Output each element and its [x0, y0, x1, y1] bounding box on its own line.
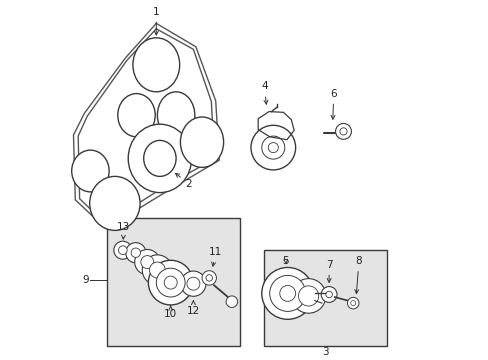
Ellipse shape: [89, 176, 140, 230]
Circle shape: [261, 136, 284, 159]
Circle shape: [164, 276, 177, 289]
Circle shape: [205, 275, 212, 281]
Text: 5: 5: [282, 256, 288, 266]
Circle shape: [148, 260, 193, 305]
Text: 3: 3: [322, 347, 328, 357]
Circle shape: [347, 297, 358, 309]
Text: 4: 4: [261, 81, 267, 104]
Ellipse shape: [128, 124, 191, 193]
Ellipse shape: [133, 38, 179, 92]
Circle shape: [321, 287, 336, 302]
Text: 13: 13: [117, 222, 130, 239]
Circle shape: [291, 279, 325, 313]
Circle shape: [339, 128, 346, 135]
Circle shape: [202, 271, 216, 285]
Circle shape: [261, 267, 313, 319]
Ellipse shape: [157, 92, 194, 139]
Circle shape: [350, 301, 355, 306]
Circle shape: [325, 291, 332, 298]
Circle shape: [141, 256, 153, 269]
Circle shape: [225, 296, 237, 307]
Circle shape: [181, 271, 205, 296]
Ellipse shape: [72, 150, 109, 192]
Bar: [264, 250, 386, 346]
Circle shape: [114, 241, 132, 259]
Ellipse shape: [118, 94, 155, 137]
Ellipse shape: [180, 117, 223, 167]
Circle shape: [131, 248, 140, 257]
Circle shape: [134, 249, 160, 275]
Circle shape: [269, 275, 305, 311]
Circle shape: [298, 286, 318, 306]
Circle shape: [142, 255, 172, 285]
Circle shape: [335, 123, 351, 139]
Text: 8: 8: [354, 256, 362, 293]
Text: 9: 9: [82, 275, 88, 285]
Text: 12: 12: [186, 301, 200, 316]
Text: 6: 6: [330, 89, 336, 119]
Circle shape: [268, 143, 278, 153]
Text: 11: 11: [209, 247, 222, 266]
Circle shape: [186, 277, 200, 290]
Ellipse shape: [143, 140, 176, 176]
Circle shape: [279, 285, 295, 301]
Text: 7: 7: [325, 260, 332, 282]
Circle shape: [125, 243, 145, 263]
Circle shape: [118, 246, 127, 255]
Bar: [107, 218, 240, 346]
Text: 1: 1: [153, 6, 159, 35]
Text: 10: 10: [164, 306, 177, 319]
Text: 2: 2: [175, 174, 192, 189]
Circle shape: [156, 268, 185, 297]
Circle shape: [149, 262, 165, 278]
Circle shape: [250, 125, 295, 170]
